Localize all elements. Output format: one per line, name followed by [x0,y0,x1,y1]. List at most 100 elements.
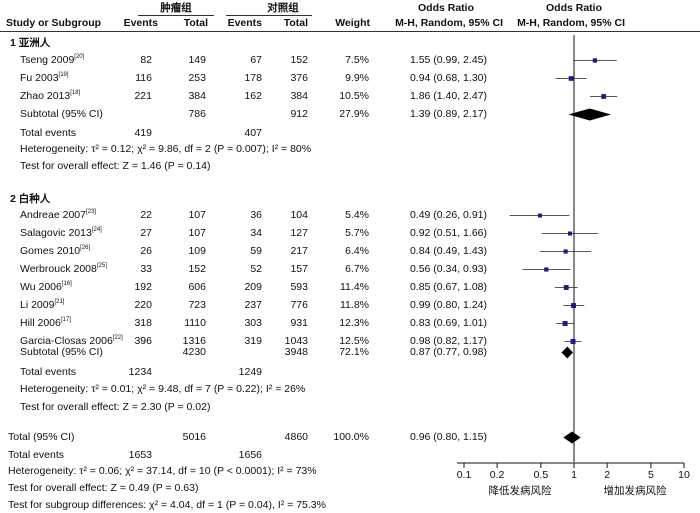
header-rule [0,31,700,32]
x-tick-label: 1 [571,469,577,481]
study-name: Salagovic 2013[24] [20,227,102,240]
pooled-diamond [563,431,581,444]
total-group2: 152 [290,54,308,66]
study-reference: [26] [80,245,91,251]
study-name: Garcia-Closas 2006[22] [20,335,123,348]
effect-marker [563,285,569,290]
total-group2: 157 [290,263,308,275]
or-plot-subtitle: M-H, Random, 95% CI [517,17,625,29]
study-name-text: Salagovic 2013 [20,227,92,239]
study-name-text: Andreae 2007 [20,209,86,221]
grand-events-label: Total events [8,449,65,461]
events-group2: 34 [250,227,262,239]
heterogeneity-text: Heterogeneity: τ² = 0.12; χ² = 9.86, df … [20,143,312,155]
x-tick-label: 5 [648,469,654,481]
pooled-diamond [568,108,612,121]
subtotal-total-group1: 4230 [182,346,206,358]
overall-effect-text: Test for overall effect: Z = 2.30 (P = 0… [20,401,211,413]
study-name-text: Fu 2003 [20,72,59,84]
study-name: Wu 2006[16] [20,281,72,294]
effect-marker [563,249,568,254]
study-reference: [23] [85,209,96,215]
weight-value: 9.9% [345,72,369,84]
subtotal-or-ci: 1.39 (0.89, 2.17) [409,108,487,120]
or-ci-value: 0.49 (0.26, 0.91) [409,209,487,221]
weight-value: 5.4% [345,209,369,221]
total-events-label: Total events [20,127,77,139]
study-reference: [21] [54,299,65,305]
study-name-text: Li 2009 [20,299,55,311]
events-group2: 237 [244,299,262,311]
total1-header: Total [183,17,208,29]
study-reference: [22] [112,335,123,341]
total-group1: 606 [188,281,206,293]
grand-events-group1: 1653 [128,449,152,461]
total-group2: 217 [290,245,308,257]
or-ci-value: 0.94 (0.68, 1.30) [409,72,487,84]
events-group1: 82 [140,54,152,66]
total-group1: 109 [188,245,206,257]
total-group1: 149 [188,54,206,66]
subtotal-total-group2: 912 [290,108,308,120]
events-group1: 33 [140,263,152,275]
effect-marker [537,213,542,218]
grand-overall-effect-text: Test for overall effect: Z = 0.49 (P = 0… [8,482,199,494]
weight-value: 7.5% [345,54,369,66]
events-group1: 116 [135,72,152,84]
grand-heterogeneity-text: Heterogeneity: τ² = 0.06; χ² = 37.14, df… [8,465,317,477]
events-group2: 303 [244,317,262,329]
total-group2: 776 [290,299,308,311]
events-group2: 59 [250,245,262,257]
study-name-text: Gomes 2010 [20,245,81,257]
weight-value: 6.7% [345,263,369,275]
x-tick-label: 10 [678,469,690,481]
study-name-text: Hill 2006 [20,317,61,329]
pooled-diamond [561,346,574,359]
total-group2: 104 [290,209,308,221]
study-name: Zhao 2013[18] [20,90,80,103]
events-group2: 319 [244,335,262,347]
subtotal-weight: 27.9% [339,108,369,120]
events-group2: 178 [244,72,262,84]
x-tick-label: 0.2 [490,469,505,481]
weight-header: Weight [335,17,370,29]
events1-header: Events [123,17,158,29]
effect-marker [544,267,549,272]
or-ci-value: 0.98 (0.82, 1.17) [409,335,487,347]
study-reference: [18] [70,90,81,96]
total-events-group2: 1249 [238,366,262,378]
x-label-increased-risk: 增加发病风险 [604,484,667,497]
total-group2: 127 [290,227,308,239]
study-name: Hill 2006[17] [20,317,71,330]
total-events-group1: 419 [134,127,152,139]
study-name-text: Zhao 2013 [20,90,71,102]
study-reference: [16] [61,281,72,287]
events-group2: 67 [250,54,262,66]
study-name: Li 2009[21] [20,299,64,312]
events-group1: 27 [140,227,152,239]
events-group2: 36 [250,209,262,221]
or-text-title: Odds Ratio [417,2,474,14]
total-group2: 384 [290,90,308,102]
effect-marker [571,303,576,308]
group2-header: 对照组 [267,2,299,14]
events-group1: 220 [134,299,152,311]
group2-underline [226,15,312,16]
subtotal-weight: 72.1% [339,346,369,358]
x-tick-label: 0.5 [534,469,549,481]
total2-header: Total [283,17,308,29]
effect-marker [570,339,576,344]
or-text-subtitle: M-H, Random, 95% CI [395,17,503,29]
study-name: Gomes 2010[26] [20,245,90,258]
grand-total-weight: 100.0% [333,431,369,443]
study-header: Study or Subgroup [6,17,102,29]
subtotal-or-ci: 0.87 (0.77, 0.98) [409,346,487,358]
grand-total-or-ci: 0.96 (0.80, 1.15) [409,431,487,443]
weight-value: 6.4% [345,245,369,257]
events2-header: Events [227,17,262,29]
total-group1: 723 [188,299,206,311]
study-reference: [24] [91,227,102,233]
grand-events-group2: 1656 [238,449,262,461]
study-name: Fu 2003[19] [20,72,69,85]
weight-value: 12.3% [339,317,369,329]
